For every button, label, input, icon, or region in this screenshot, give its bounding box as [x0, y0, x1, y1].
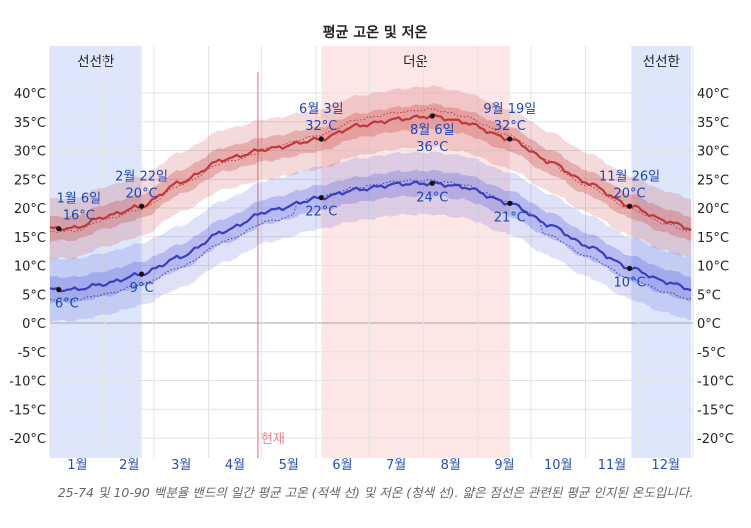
y-tick-label-right: 35°C [697, 116, 729, 131]
y-tick-label-right: 25°C [697, 173, 729, 188]
y-tick-label-left: -15°C [9, 403, 46, 418]
percentile-band-25-75 [50, 103, 692, 243]
data-point [429, 180, 435, 186]
month-label: 8월 [441, 458, 461, 473]
y-tick-label-left: 0°C [22, 317, 46, 332]
month-label: 2월 [119, 458, 139, 473]
annotation-temp-label: 36°C [416, 140, 448, 155]
data-point [318, 195, 324, 201]
y-tick-label-left: 5°C [22, 288, 46, 303]
now-marker-label: 현재 [261, 432, 285, 447]
y-tick-label-right: -15°C [697, 403, 734, 418]
percentile-band-10-90 [50, 151, 692, 323]
season-band [50, 46, 142, 458]
high-temp-line [49, 113, 692, 232]
chart-title: 평균 고온 및 저온 [323, 24, 428, 41]
y-tick-label-right: 20°C [697, 202, 729, 217]
month-label: 7월 [386, 458, 406, 473]
y-tick-label-left: 10°C [14, 260, 46, 275]
data-point [56, 287, 62, 293]
y-tick-label-right: 15°C [697, 231, 729, 246]
data-point [507, 200, 513, 206]
y-tick-label-left: -10°C [9, 375, 46, 390]
chart-caption: 25-74 및 10-90 백분율 밴드의 일간 평균 고온 (적색 선) 및 … [57, 485, 694, 500]
annotation-temp-label: 32°C [305, 119, 337, 134]
data-point [318, 136, 324, 142]
month-label: 5월 [279, 458, 299, 473]
data-point [429, 113, 435, 119]
y-tick-label-right: 40°C [697, 87, 729, 102]
annotation-date-label: 11월 26일 [599, 169, 660, 184]
percentile-band-10-90 [50, 85, 692, 261]
annotation-temp-label: 16°C [63, 209, 95, 224]
season-label: 선선한 [643, 54, 680, 70]
annotation-date-label: 2월 22일 [115, 169, 168, 184]
annotation-temp-label: 22°C [305, 205, 337, 220]
annotation-temp-label: 24°C [416, 190, 448, 205]
annotation-temp-label: 20°C [614, 186, 646, 201]
month-label: 3월 [171, 458, 191, 473]
data-point [139, 271, 145, 277]
y-tick-label-right: 0°C [697, 317, 721, 332]
y-tick-label-left: 25°C [14, 173, 46, 188]
y-tick-label-right: -20°C [697, 432, 734, 447]
data-point [626, 203, 633, 209]
temperature-chart: 평균 고온 및 저온 선선한 더운 선선한 현재 1월 6일 16°C 6°C 2월 22… [9, 24, 734, 473]
y-tick-label-left: -5°C [17, 346, 46, 361]
y-tick-label-left: 15°C [14, 231, 46, 246]
data-point [56, 226, 62, 232]
annotation-temp-label: 10°C [614, 275, 646, 290]
feels-like-low-line [49, 179, 692, 302]
season-band [631, 46, 692, 458]
season-label: 더운 [403, 54, 428, 70]
y-tick-label-right: 30°C [697, 145, 729, 160]
y-tick-label-left: 30°C [14, 145, 46, 160]
annotation-temp-label: 6°C [55, 297, 79, 312]
month-label: 1월 [67, 458, 87, 473]
data-point [507, 136, 513, 142]
annotation-date-label: 1월 6일 [57, 192, 102, 207]
annotation-temp-label: 9°C [130, 281, 154, 296]
month-label: 9월 [494, 458, 514, 473]
y-tick-label-right: -10°C [697, 375, 734, 390]
data-point [139, 203, 145, 209]
annotation-date-label: 8월 6일 [410, 123, 455, 138]
month-label: 12월 [651, 458, 680, 473]
season-label: 선선한 [77, 54, 114, 70]
month-label: 4월 [225, 458, 245, 473]
low-temp-line [49, 180, 692, 293]
data-point [626, 265, 633, 271]
y-tick-label-left: -20°C [9, 432, 46, 447]
y-tick-label-left: 35°C [14, 116, 46, 131]
y-tick-label-right: 5°C [697, 288, 721, 303]
y-tick-label-left: 40°C [14, 87, 46, 102]
percentile-band-25-75 [50, 169, 692, 304]
y-tick-label-right: -5°C [697, 346, 726, 361]
y-tick-label-right: 10°C [697, 260, 729, 275]
feels-like-high-line [49, 108, 692, 234]
annotation-temp-label: 20°C [126, 186, 158, 201]
annotation-date-label: 6월 3일 [299, 102, 344, 117]
month-label: 10월 [544, 458, 573, 473]
annotation-temp-label: 32°C [494, 119, 526, 134]
y-tick-label-left: 20°C [14, 202, 46, 217]
annotation-temp-label: 21°C [494, 210, 526, 225]
month-label: 11월 [598, 458, 627, 473]
annotation-date-label: 9월 19일 [483, 102, 536, 117]
month-label: 6월 [332, 458, 352, 473]
